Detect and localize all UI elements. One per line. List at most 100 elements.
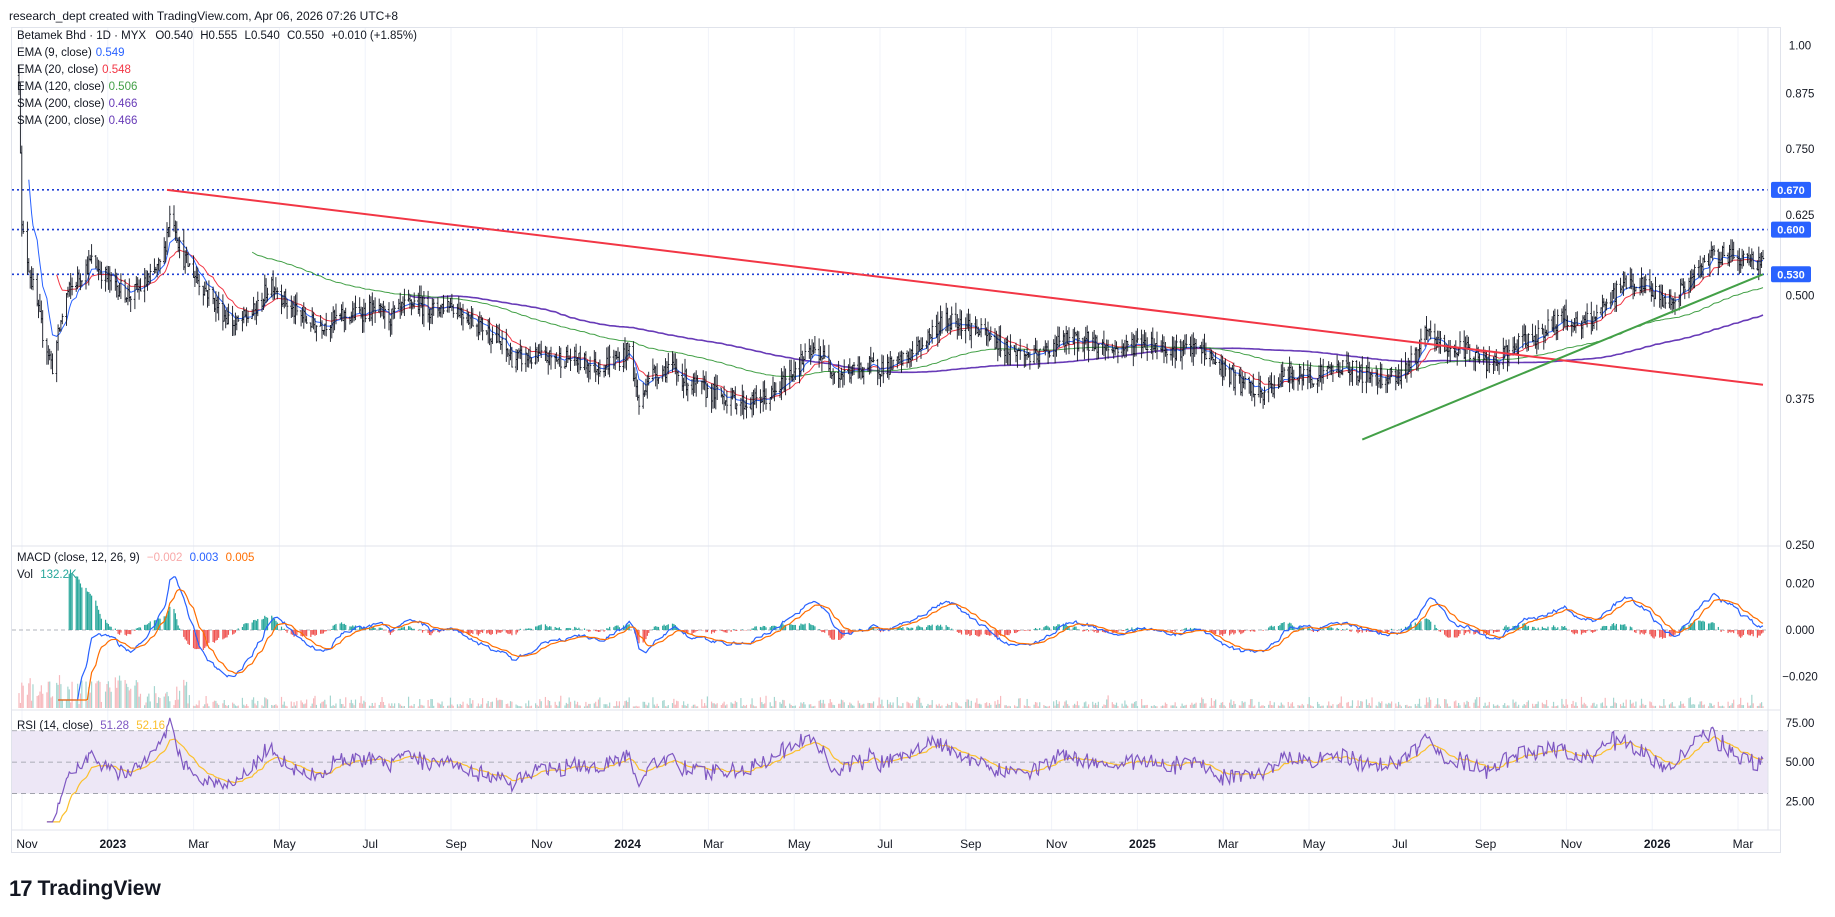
price-axis-tick: 0.500 xyxy=(1786,290,1815,302)
ohlc-bar xyxy=(788,359,791,390)
macd-histogram-bar xyxy=(167,610,170,630)
volume-bar xyxy=(1279,705,1281,708)
volume-bar xyxy=(78,704,80,708)
tradingview-logo[interactable]: 17 TradingView xyxy=(9,876,161,902)
volume-bar xyxy=(1458,702,1460,708)
volume-bar xyxy=(114,677,116,708)
volume-bar xyxy=(722,703,724,708)
ohlc-bar xyxy=(1028,351,1032,370)
volume-bar xyxy=(1289,706,1291,708)
volume-bar xyxy=(652,697,654,708)
volume-bar xyxy=(1619,704,1622,708)
volume-bar xyxy=(1330,705,1333,708)
volume-bar xyxy=(1146,704,1148,708)
volume-bar xyxy=(1311,705,1313,708)
macd-histogram-bar xyxy=(389,630,392,635)
ohlc-bar xyxy=(1468,344,1471,362)
volume-bar xyxy=(597,699,600,708)
volume-bar xyxy=(1210,698,1213,708)
volume-bar xyxy=(1699,701,1701,708)
volume-bar xyxy=(1259,706,1261,708)
macd-histogram-bar xyxy=(313,630,315,635)
volume-bar xyxy=(554,701,556,708)
ohlc-bar xyxy=(957,318,960,336)
ohlc-bar xyxy=(1086,325,1089,351)
ohlc-bar xyxy=(1048,350,1051,358)
macd-histogram-bar xyxy=(400,627,403,630)
macd-value: 0.003 xyxy=(189,552,219,564)
macd-histogram-bar xyxy=(71,574,73,630)
macd-histogram-bar xyxy=(232,630,234,635)
volume-bar xyxy=(381,697,383,708)
volume-bar xyxy=(1233,701,1235,708)
macd-histogram-bar xyxy=(100,618,102,630)
macd-histogram-bar xyxy=(1573,630,1576,635)
volume-bar xyxy=(1229,702,1231,708)
volume-bar xyxy=(938,703,940,708)
macd-histogram-bar xyxy=(741,629,743,630)
macd-histogram-bar xyxy=(784,624,787,630)
macd-histogram-bar xyxy=(1057,624,1059,630)
macd-histogram-bar xyxy=(1072,627,1074,630)
ohlc-bar xyxy=(1701,257,1705,280)
volume-bar xyxy=(1406,704,1408,708)
sma200-line xyxy=(408,293,1764,374)
volume-bar xyxy=(635,705,637,708)
macd-histogram-bar xyxy=(1759,630,1761,636)
macd-histogram-bar xyxy=(257,619,259,630)
macd-histogram-bar xyxy=(96,605,98,630)
macd-histogram-bar xyxy=(86,591,89,630)
ohlc-bar xyxy=(1009,334,1012,366)
volume-bar xyxy=(847,705,850,708)
ohlc-bar xyxy=(886,354,889,378)
volume-bar xyxy=(945,706,947,708)
volume-bar xyxy=(525,703,527,708)
macd-histogram-bar xyxy=(1762,630,1764,633)
ohlc-bar xyxy=(206,290,209,308)
volume-bar xyxy=(1733,699,1735,708)
overlay-legend-row: EMA (9, close) 0.549 xyxy=(17,45,137,62)
volume-bar xyxy=(575,704,577,708)
volume-bar xyxy=(109,687,111,708)
volume-bar xyxy=(71,681,73,708)
volume-bar xyxy=(427,699,429,708)
volume-bar xyxy=(1730,705,1732,708)
ohlc-bar xyxy=(549,346,553,370)
macd-histogram-bar xyxy=(1082,630,1084,632)
volume-bar xyxy=(1455,700,1457,708)
volume-bar xyxy=(1209,706,1211,708)
macd-histogram-bar xyxy=(530,628,533,630)
ohlc-bar xyxy=(838,372,842,388)
macd-histogram-bar xyxy=(931,624,933,630)
macd-histogram-bar xyxy=(208,630,210,643)
volume-bar xyxy=(511,701,513,708)
volume-bar xyxy=(1298,705,1301,708)
macd-histogram-bar xyxy=(801,624,803,630)
ohlc-bar xyxy=(428,308,431,331)
volume-bar xyxy=(479,706,481,708)
volume-bar xyxy=(1476,697,1478,708)
ohlc-bar xyxy=(907,351,910,364)
volume-bar xyxy=(674,704,676,708)
volume-bar xyxy=(293,702,295,708)
volume-bar xyxy=(155,693,157,708)
macd-histogram-bar xyxy=(1614,625,1616,630)
macd-histogram-bar xyxy=(814,626,816,630)
macd-histogram-bar xyxy=(417,630,419,631)
ohlc-bar xyxy=(685,368,688,396)
ohlc-bar xyxy=(1241,371,1244,397)
volume-bar xyxy=(440,704,442,708)
volume-bar xyxy=(1522,705,1524,708)
macd-histogram-bar xyxy=(1222,630,1224,636)
volume-bar xyxy=(529,706,531,708)
volume-bar xyxy=(149,701,151,708)
macd-histogram-bar xyxy=(1094,630,1097,632)
volume-bar xyxy=(407,696,410,708)
macd-histogram-bar xyxy=(539,625,541,630)
ohlc-bar xyxy=(294,294,297,325)
ohlc-bar xyxy=(471,308,474,327)
macd-histogram-bar xyxy=(1006,630,1009,636)
volume-bar xyxy=(1747,702,1749,708)
ohlc-bar xyxy=(819,346,822,361)
